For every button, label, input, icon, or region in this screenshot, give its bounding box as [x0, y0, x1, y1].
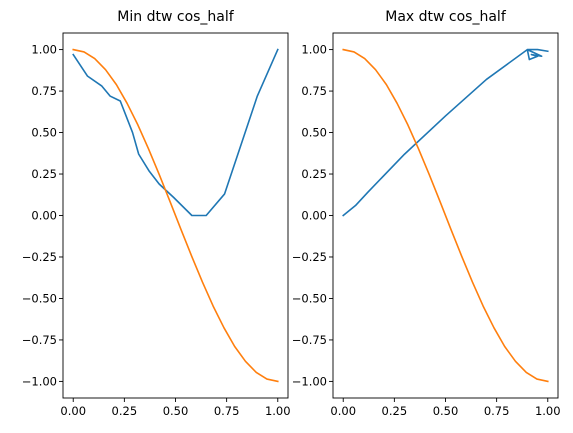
plot-frame — [332, 32, 559, 399]
series-layer — [72, 48, 279, 383]
x-tick-label: 1.00 — [535, 404, 561, 418]
series-line-1 — [342, 48, 549, 383]
series-layer — [342, 48, 549, 383]
x-axis-ticks: 0.00 0.25 0.50 0.75 1.00 — [60, 398, 291, 418]
x-tick-label: 0.50 — [433, 404, 459, 418]
chart-max-dtw: Max dtw cos_half 0.00 0.25 0.50 0.75 1.00 1.… — [292, 9, 561, 418]
series-line-1 — [72, 48, 279, 383]
chart-min-dtw: Min dtw cos_half 0.00 0.25 0.50 0.75 1.00 1.… — [22, 9, 291, 418]
y-tick-label: 0.25 — [301, 167, 327, 181]
x-tick-label: 0.75 — [214, 404, 240, 418]
chart-title: Max dtw cos_half — [385, 9, 507, 25]
y-tick-label: 0.50 — [301, 126, 327, 140]
x-tick-label: 0.75 — [484, 404, 510, 418]
y-tick-label: −0.25 — [292, 250, 327, 264]
y-tick-label: 1.00 — [31, 43, 57, 57]
y-tick-label: 0.00 — [301, 209, 327, 223]
y-tick-label: −0.25 — [22, 250, 57, 264]
y-tick-label: −0.50 — [292, 291, 327, 305]
x-tick-label: 0.50 — [163, 404, 189, 418]
y-tick-label: −0.75 — [22, 333, 57, 347]
y-tick-label: 0.25 — [31, 167, 57, 181]
x-tick-label: 0.25 — [382, 404, 408, 418]
series-line-0 — [342, 48, 549, 217]
x-tick-label: 0.25 — [112, 404, 138, 418]
y-axis-ticks: 1.00 0.75 0.50 0.25 0.00 −0.25 −0.50 −0.75 −1.00 — [22, 43, 63, 388]
y-tick-label: 1.00 — [301, 43, 327, 57]
y-tick-label: 0.75 — [301, 84, 327, 98]
y-tick-label: −1.00 — [22, 374, 57, 388]
series-line-0 — [72, 48, 279, 217]
y-axis-ticks: 1.00 0.75 0.50 0.25 0.00 −0.25 −0.50 −0.75 −1.00 — [292, 43, 333, 388]
x-tick-label: 0.00 — [60, 404, 86, 418]
x-tick-label: 1.00 — [265, 404, 291, 418]
chart-title: Min dtw cos_half — [117, 9, 234, 25]
y-tick-label: −0.75 — [292, 333, 327, 347]
y-tick-label: 0.50 — [31, 126, 57, 140]
y-tick-label: 0.00 — [31, 209, 57, 223]
x-axis-ticks: 0.00 0.25 0.50 0.75 1.00 — [330, 398, 561, 418]
plot-frame — [62, 32, 289, 399]
y-tick-label: 0.75 — [31, 84, 57, 98]
y-tick-label: −1.00 — [292, 374, 327, 388]
y-tick-label: −0.50 — [22, 291, 57, 305]
x-tick-label: 0.00 — [330, 404, 356, 418]
